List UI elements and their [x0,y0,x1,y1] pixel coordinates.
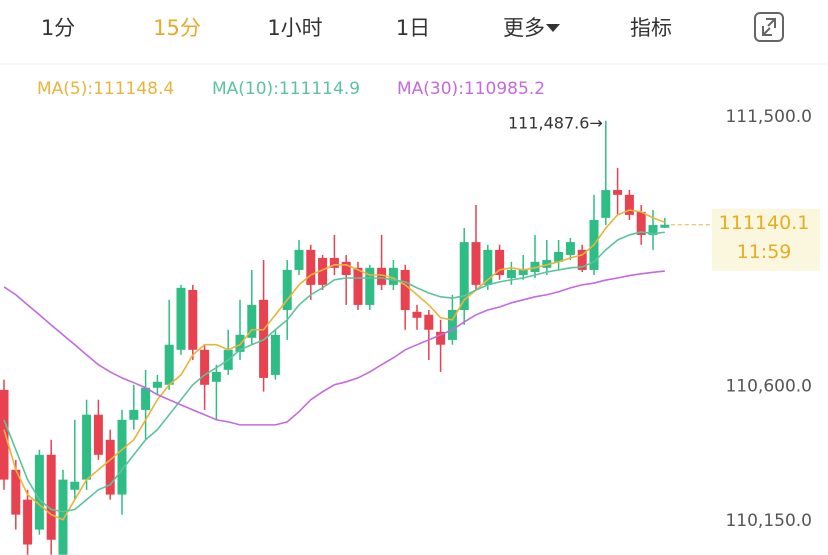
candle-body [483,249,493,285]
candle-body [400,269,410,310]
ma-line [3,209,666,521]
candle-body [459,242,469,310]
last-price: 111140.1 [719,212,810,234]
y-tick-label: 110,150.0 [725,511,812,531]
candle-body [105,439,115,495]
candle-body [270,334,280,375]
candle-body [58,479,68,555]
candle-body [660,224,670,228]
candle-body [554,251,564,262]
candle-body [93,414,103,455]
candle-body [211,371,221,382]
ma-line [3,231,665,513]
candle-body [624,194,634,215]
candle-body [424,314,434,330]
candle-body [129,409,139,420]
candle-body [506,269,516,278]
candle-body [34,454,44,530]
candle-body [0,389,9,480]
candle-body [70,481,80,490]
tab-bar: 1分 15分 1小时 1日 更多 指标 [41,16,672,40]
candle-body [353,267,363,305]
candle-body [247,304,257,338]
plot: 111,500.0 110,600.0 110,150.0 MA(5):111148.… [0,79,820,555]
candle-body [471,242,481,285]
dropdown-arrow[interactable] [546,24,560,32]
legend-entry: MA(5):111148.4 [37,79,174,99]
last-price-time: 11:59 [737,241,792,263]
legend-entry: MA(10):111114.9 [212,79,360,99]
candle-body [530,261,540,273]
candle-body [235,334,245,352]
tab[interactable]: 1日 [396,16,430,40]
candle-body [176,287,186,350]
candle-body [11,469,21,515]
candle-body [164,344,174,385]
candle-body [318,257,328,285]
candle-body [365,267,375,305]
last-price-box [712,208,820,271]
candle-body [577,249,587,270]
y-tick-label: 110,600.0 [725,376,812,396]
candle-body [447,310,457,340]
candle-body [282,269,292,310]
high-annotation: 111,487.6→ [508,113,603,132]
tab[interactable]: 指标 [630,16,672,40]
candle-body [436,331,446,345]
candle-body [377,267,387,285]
candle-body [141,387,151,410]
candle-body [82,414,92,480]
candle-body [200,349,210,385]
candle-body [648,225,658,235]
ma-line [3,270,665,426]
candle-body [23,499,33,545]
candle-body [188,289,198,350]
candle-body [294,249,304,270]
candle-body [117,419,127,495]
tab[interactable]: 更多 [503,16,545,40]
candle-body [495,249,505,275]
fullscreen-icon[interactable] [754,12,784,42]
tab[interactable]: 1分 [41,16,75,40]
candle-body [152,381,162,388]
tab[interactable]: 15分 [153,16,201,40]
candle-body [412,311,422,318]
candle-body [329,257,339,268]
legend-entry: MA(30):110985.2 [397,79,545,99]
candle-body [46,454,56,540]
tab[interactable]: 1小时 [267,16,322,40]
candle-body [542,260,552,268]
candle-body [565,242,575,255]
candle-body [306,249,316,285]
candle-body [388,267,398,285]
candle-body [341,261,351,275]
candle-body [518,269,528,275]
candle-body [601,190,611,218]
candle-body [613,190,623,195]
candle-body [636,211,646,235]
y-tick-label: 111,500.0 [725,107,812,127]
